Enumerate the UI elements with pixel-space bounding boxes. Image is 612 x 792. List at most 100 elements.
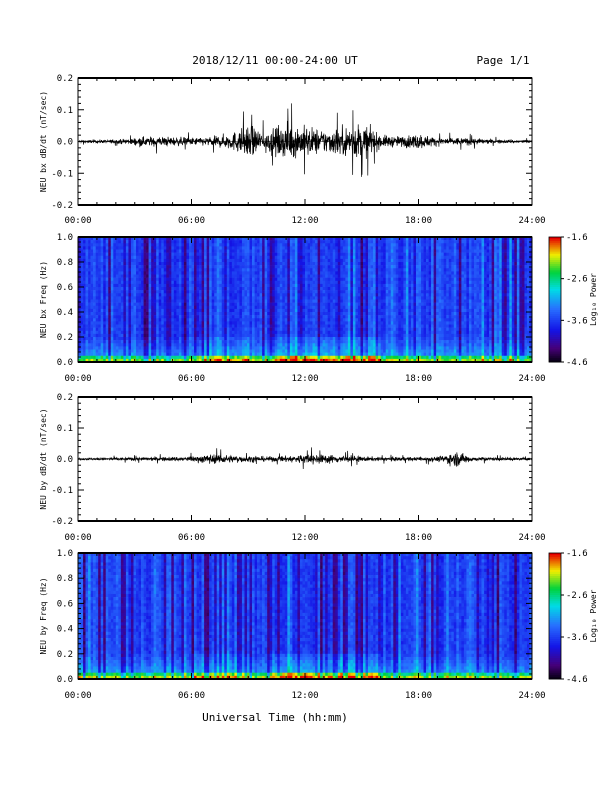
spectrogram-cell: [156, 343, 160, 347]
spectrogram-cell: [383, 318, 387, 322]
spectrogram-cell: [322, 293, 326, 297]
spectrogram-cell: [375, 243, 379, 247]
spectrogram-cell: [325, 312, 328, 316]
spectrogram-cell: [115, 283, 119, 288]
spectrogram-cell: [176, 333, 180, 338]
spectrogram-cell: [357, 299, 361, 303]
spectrogram-cell: [375, 255, 379, 260]
spectrogram-cell: [244, 355, 248, 360]
spectrogram-cell: [342, 318, 346, 322]
spectrogram-cell: [332, 265, 336, 269]
spectrogram-cell: [320, 321, 323, 325]
spectrogram-cell: [307, 252, 311, 257]
spectrogram-cell: [282, 258, 286, 263]
spectrogram-cell: [274, 240, 278, 244]
spectrogram-cell: [231, 324, 235, 328]
spectrogram-cell: [141, 283, 144, 288]
spectrogram-cell: [196, 243, 200, 247]
spectrogram-cell: [209, 343, 212, 347]
spectrogram-cell: [201, 287, 205, 291]
spectrogram-cell: [287, 333, 291, 338]
spectrogram-cell: [171, 330, 175, 335]
spectrogram-cell: [113, 312, 117, 316]
spectrogram-cell: [289, 321, 293, 325]
spectrogram-cell: [229, 324, 233, 328]
spectrogram-cell: [88, 327, 91, 332]
spectrogram-cell: [327, 262, 331, 266]
spectrogram-cell: [287, 327, 291, 332]
spectrogram-cell: [151, 277, 154, 282]
spectrogram-cell: [153, 343, 157, 347]
spectrogram-cell: [340, 315, 344, 319]
spectrogram-cell: [327, 337, 331, 341]
spectrogram-cell: [236, 249, 240, 253]
spectrogram-cell: [252, 299, 255, 303]
spectrogram-cell: [373, 265, 376, 269]
spectrogram-cell: [246, 277, 250, 282]
spectrogram-cell: [249, 277, 253, 282]
spectrogram-cell: [277, 290, 281, 294]
spectrogram-cell: [90, 337, 94, 341]
spectrogram-cell: [277, 315, 281, 319]
spectrogram-cell: [368, 255, 371, 260]
spectrogram-cell: [90, 277, 94, 282]
spectrogram-cell: [118, 287, 122, 291]
spectrogram-cell: [166, 271, 170, 275]
spectrogram-cell: [229, 243, 233, 247]
spectrogram-cell: [209, 274, 212, 278]
spectrogram-cell: [148, 255, 152, 260]
spectrogram-cell: [211, 324, 215, 328]
spectrogram-cell: [219, 293, 223, 297]
spectrogram-cell: [108, 268, 112, 272]
spectrogram-cell: [90, 268, 94, 272]
spectrogram-cell: [95, 318, 99, 322]
spectrogram-cell: [294, 302, 298, 307]
spectrogram-cell: [282, 346, 286, 350]
spectrogram-cell: [315, 249, 318, 253]
spectrogram-cell: [173, 321, 177, 325]
spectrogram-cell: [294, 299, 298, 303]
spectrogram-cell: [259, 287, 263, 291]
spectrogram-cell: [130, 271, 134, 275]
spectrogram-cell: [209, 302, 212, 307]
spectrogram-cell: [305, 258, 308, 263]
spectrogram-cell: [183, 330, 187, 335]
spectrogram-cell: [340, 330, 344, 335]
spectrogram-cell: [108, 293, 112, 297]
spectrogram-cell: [264, 249, 268, 253]
spectrogram-cell: [279, 268, 283, 272]
spectrogram-cell: [216, 324, 220, 328]
spectrogram-cell: [133, 312, 137, 316]
spectrogram-cell: [274, 343, 278, 347]
spectrogram-cell: [120, 283, 124, 288]
spectrogram-cell: [307, 327, 311, 332]
spectrogram-cell: [211, 252, 215, 257]
spectrogram-cell: [320, 327, 323, 332]
spectrogram-cell: [257, 255, 260, 260]
spectrogram-cell: [385, 249, 389, 253]
spectrogram-cell: [320, 324, 323, 328]
spectrogram-cell: [335, 296, 339, 300]
spectrogram-cell: [357, 346, 361, 350]
spectrogram-cell: [267, 280, 270, 285]
spectrogram-cell: [355, 274, 359, 278]
spectrogram-cell: [277, 340, 281, 344]
spectrogram-cell: [269, 296, 273, 300]
spectrogram-cell: [350, 355, 354, 360]
spectrogram-cell: [305, 290, 308, 294]
spectrogram-cell: [274, 337, 278, 341]
spectrogram-cell: [307, 283, 311, 288]
spectrogram-cell: [130, 321, 134, 325]
spectrogram-cell: [194, 343, 197, 347]
spectrogram-cell: [143, 262, 147, 266]
spectrogram-cell: [262, 318, 265, 322]
spectrogram-cell: [161, 240, 165, 244]
spectrogram-cell: [340, 287, 344, 291]
spectrogram-cell: [133, 324, 137, 328]
spectrogram-cell: [80, 355, 84, 360]
spectrogram-cell: [211, 305, 215, 310]
spectrogram-cell: [188, 349, 192, 353]
spectrogram-cell: [325, 349, 328, 353]
spectrogram-cell: [249, 355, 253, 360]
spectrogram-cell: [229, 337, 233, 341]
